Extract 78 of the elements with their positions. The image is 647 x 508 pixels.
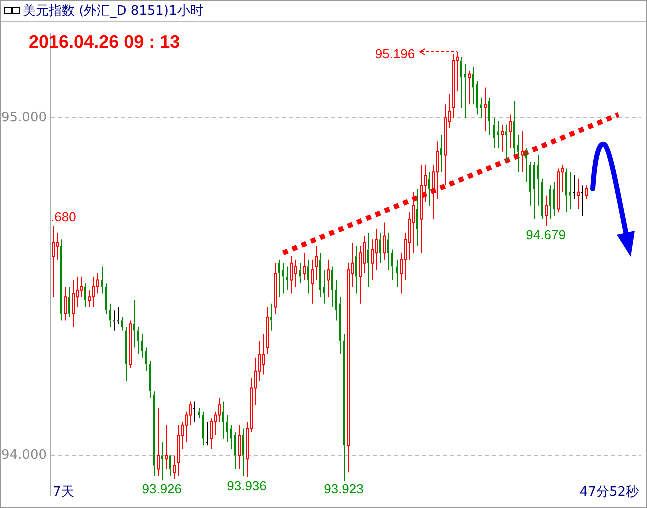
candlestick xyxy=(494,118,496,150)
candlestick xyxy=(110,303,112,328)
annotation: .680 xyxy=(51,209,76,224)
candlestick xyxy=(324,270,326,304)
candlestick xyxy=(242,428,244,476)
candlestick xyxy=(518,134,520,173)
candlestick xyxy=(476,80,478,116)
candlestick xyxy=(380,232,382,264)
candlestick xyxy=(134,300,136,348)
chart-subtitle: 2016.04.26 09 : 13 xyxy=(29,32,180,52)
candlestick xyxy=(488,97,490,136)
candlestick xyxy=(416,188,418,247)
candlestick xyxy=(282,262,284,294)
candlestick xyxy=(530,162,532,206)
candlestick xyxy=(428,172,430,206)
candlestick xyxy=(526,148,528,183)
candlestick xyxy=(126,326,128,382)
candlestick xyxy=(154,391,156,476)
candlestick xyxy=(498,121,500,150)
annotation: 93.923 xyxy=(324,481,364,496)
candlestick xyxy=(162,442,164,482)
candlestick xyxy=(118,306,120,325)
candlestick xyxy=(320,252,322,298)
annotation: 94.679 xyxy=(526,228,566,243)
candlestick xyxy=(84,283,86,308)
candlestick xyxy=(336,280,338,322)
candlestick xyxy=(582,185,584,217)
candlestick xyxy=(146,347,148,372)
candlestick xyxy=(60,239,62,322)
candlestick xyxy=(570,172,572,210)
candlestick xyxy=(396,259,398,288)
candlestick xyxy=(102,266,104,294)
candlestick xyxy=(392,249,394,281)
candlestick xyxy=(170,456,172,476)
candlestick xyxy=(554,182,556,217)
candlestick xyxy=(206,421,208,446)
candlestick xyxy=(480,97,482,119)
candlestick xyxy=(300,262,302,284)
candlestick xyxy=(534,162,536,220)
candlestick xyxy=(506,124,508,163)
candlestick xyxy=(340,296,342,355)
annotation: 93.936 xyxy=(227,478,267,494)
candlestick xyxy=(538,154,540,206)
y-tick-label: 95.000 xyxy=(2,110,47,126)
candlestick xyxy=(278,259,280,298)
candlestick xyxy=(388,232,390,271)
y-tick-label: 94.000 xyxy=(2,448,47,464)
candlestick xyxy=(194,401,196,422)
candlestick xyxy=(566,168,568,214)
candlestick xyxy=(230,424,232,450)
candlestick xyxy=(368,232,370,288)
candlestick xyxy=(222,401,224,440)
candlestick xyxy=(234,432,236,470)
chart-title: 美元指数 (外汇_D 8151)1小时 xyxy=(23,3,204,20)
candlestick xyxy=(542,178,544,220)
candlestick xyxy=(122,316,124,332)
annotation: 93.926 xyxy=(142,481,182,496)
annotation: 47分52秒 xyxy=(580,485,639,500)
candlestick xyxy=(138,326,140,355)
annotation: 95.196 xyxy=(375,46,416,62)
candlestick xyxy=(514,100,516,156)
candlestick xyxy=(460,56,462,109)
candlestick xyxy=(332,266,334,308)
candlestick xyxy=(440,134,442,173)
candlestick xyxy=(150,360,152,399)
candlestick xyxy=(68,286,70,318)
candlestick xyxy=(114,310,116,332)
candlestick xyxy=(550,185,552,220)
candlestick xyxy=(226,414,228,443)
candlestick xyxy=(472,67,474,106)
candlestick xyxy=(344,334,346,482)
candlestick xyxy=(142,334,144,358)
candlestick xyxy=(202,411,204,446)
annotation: 7天 xyxy=(53,485,74,500)
candlestick xyxy=(308,259,310,294)
candlestick xyxy=(356,246,358,294)
candlestick xyxy=(106,283,108,314)
candlestick xyxy=(574,175,576,200)
